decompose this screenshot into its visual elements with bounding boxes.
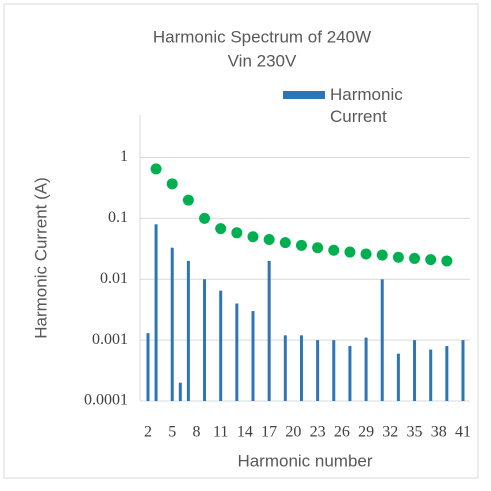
x-tick-label: 29 — [358, 424, 374, 441]
legend-swatch — [283, 91, 325, 99]
bar — [429, 349, 433, 401]
bar — [380, 279, 384, 401]
bar — [178, 382, 182, 401]
bar — [348, 346, 352, 401]
x-tick-label: 26 — [334, 424, 350, 441]
bar — [235, 303, 239, 401]
x-axis-label: Harmonic number — [237, 451, 372, 470]
bar — [186, 260, 190, 401]
dot — [441, 255, 453, 267]
bar — [283, 335, 287, 401]
dot — [263, 234, 275, 246]
x-tick-label: 38 — [431, 424, 447, 441]
dot — [409, 252, 421, 264]
chart-border — [3, 3, 479, 479]
x-tick-label: 35 — [407, 424, 423, 441]
bar — [146, 333, 150, 401]
dot — [231, 227, 243, 239]
dot — [279, 237, 291, 249]
dot — [425, 254, 437, 266]
chart-title: Harmonic Spectrum of 240W — [153, 27, 371, 46]
x-tick-label: 11 — [213, 424, 228, 441]
bar — [332, 340, 336, 401]
x-tick-label: 14 — [237, 424, 253, 441]
dot — [166, 178, 178, 190]
chart-subtitle: Vin 230V — [228, 51, 297, 70]
bar — [461, 340, 465, 401]
y-tick-label: 0.0001 — [84, 392, 128, 409]
y-tick-label: 0.01 — [100, 270, 128, 287]
dot — [328, 244, 340, 256]
dot — [215, 223, 227, 235]
dot — [312, 242, 324, 254]
dot — [199, 212, 211, 224]
x-tick-label: 2 — [144, 424, 152, 441]
bar — [316, 340, 320, 401]
dot — [344, 246, 356, 258]
bar — [413, 340, 417, 401]
x-tick-label: 5 — [168, 424, 176, 441]
dot — [150, 163, 162, 175]
x-tick-label: 8 — [192, 424, 200, 441]
y-tick-label: 0.1 — [108, 209, 128, 226]
bar — [299, 335, 303, 401]
y-tick-label: 1 — [120, 148, 128, 165]
bar — [154, 224, 158, 401]
dot — [376, 249, 388, 261]
dot — [392, 251, 404, 263]
y-axis-label: Harmonic Current (A) — [31, 177, 50, 339]
dot — [182, 194, 194, 206]
x-tick-label: 41 — [455, 424, 471, 441]
y-tick-label: 0.001 — [92, 331, 128, 348]
bar — [170, 247, 174, 401]
bar — [364, 337, 368, 401]
x-tick-label: 23 — [310, 424, 326, 441]
bar — [396, 353, 400, 401]
legend-label: Harmonic Current — [330, 85, 403, 126]
x-tick-label: 17 — [261, 424, 277, 441]
x-tick-label: 20 — [285, 424, 301, 441]
dot — [295, 239, 307, 251]
bar — [267, 260, 271, 401]
bar — [251, 311, 255, 401]
bar — [219, 290, 223, 401]
bar — [203, 279, 207, 401]
bar — [445, 346, 449, 401]
dot — [247, 231, 259, 243]
dot — [360, 248, 372, 260]
x-tick-label: 32 — [382, 424, 398, 441]
